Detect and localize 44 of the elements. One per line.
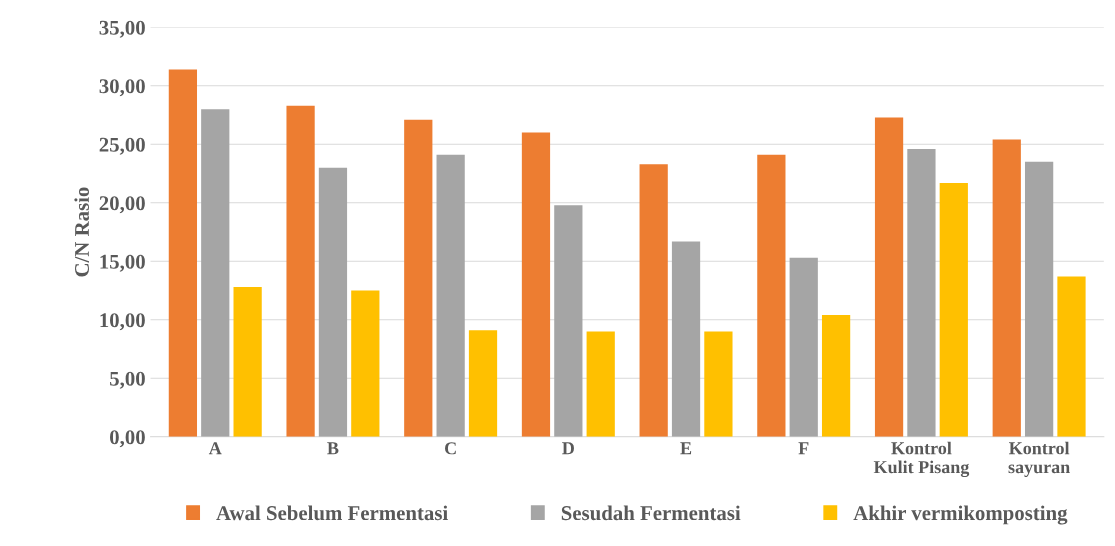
bar [757,154,786,437]
x-tick-label: Kontrol Kulit Pisang [873,441,970,478]
bar [201,109,230,437]
y-tick-label: 5,00 [110,371,145,389]
x-tick-label: B [327,442,339,455]
bar [468,330,498,437]
y-tick-label: 15,00 [100,254,145,272]
y-tick-label: 25,00 [99,137,145,155]
bar [1024,161,1054,437]
x-tick-label: A [208,442,222,455]
bar [789,257,818,437]
bar [992,139,1021,437]
bar [874,117,904,437]
bar [821,315,851,437]
x-tick-label: F [798,442,809,455]
x-tick-label: D [562,442,574,455]
x-tick-label: C [445,442,456,455]
bar [351,290,380,437]
y-axis-title: C/N Rasio [74,187,89,277]
bar [521,132,551,437]
x-tick-label: E [680,442,692,455]
bar [939,182,968,437]
bar [436,154,465,437]
bar [286,105,315,437]
y-tick-label: 35,00 [99,20,145,38]
legend-label: Sesudah Fermentasi [561,505,741,521]
x-tick-label: Kontrol sayuran [1008,441,1070,477]
bar [907,148,936,437]
bar [639,164,668,437]
bar [586,331,615,437]
legend-label: Awal Sebelum Fermentasi [216,505,448,521]
bar [1057,276,1086,437]
bar [168,69,198,437]
bar [318,167,348,437]
y-tick-label: 0,00 [110,430,145,448]
legend-label: Akhir vermikomposting [853,505,1068,525]
bar [404,119,433,437]
bar [233,287,262,437]
bar [554,205,583,437]
y-tick-label: 30,00 [99,79,145,97]
y-tick-label: 10,00 [100,313,145,331]
y-tick-label: 20,00 [99,196,145,214]
bar [671,241,701,437]
bar [704,331,733,437]
